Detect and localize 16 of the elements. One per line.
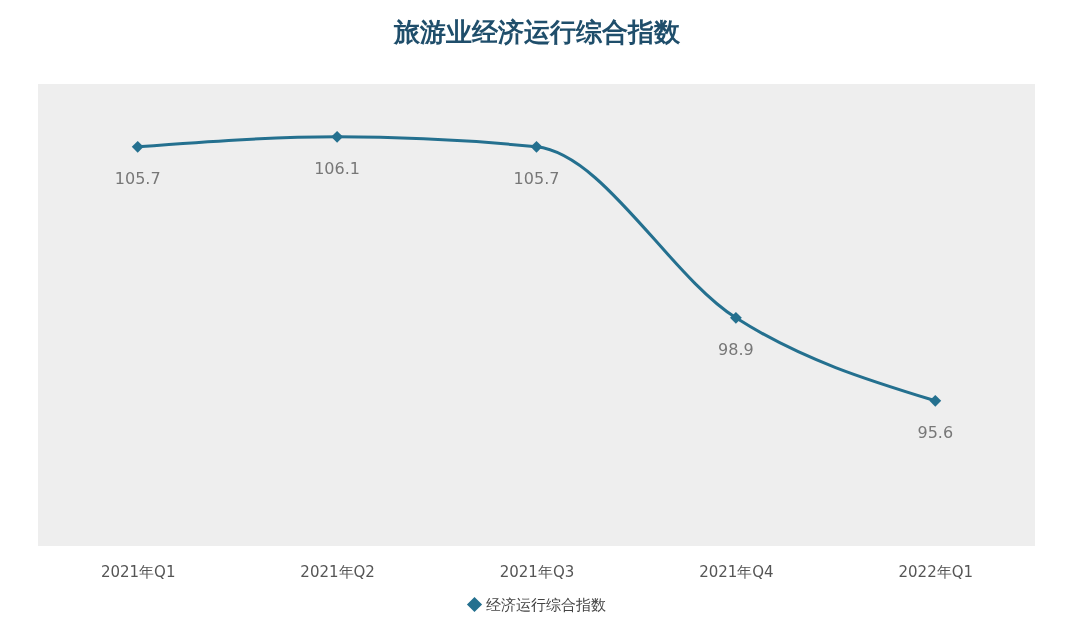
- point: [729, 311, 742, 324]
- x-tick-label: 2021年Q1: [100, 562, 176, 581]
- point: [929, 394, 942, 407]
- data-label: 105.7: [513, 168, 560, 188]
- x-tick-label: 2021年Q4: [699, 562, 774, 581]
- chart-title: 旅游业经济运行综合指数: [392, 17, 681, 47]
- point: [131, 140, 144, 153]
- x-tick-label: 2021年Q3: [499, 562, 575, 581]
- legend-label: 经济运行综合指数: [486, 595, 606, 614]
- x-tick-label: 2021年Q2: [300, 562, 375, 581]
- x-tick-label: 2022年Q1: [898, 562, 974, 581]
- point: [530, 140, 543, 153]
- data-label: 98.9: [718, 339, 754, 359]
- data-label: 106.1: [314, 158, 361, 178]
- data-label: 95.6: [917, 422, 954, 442]
- data-label: 105.7: [114, 168, 161, 188]
